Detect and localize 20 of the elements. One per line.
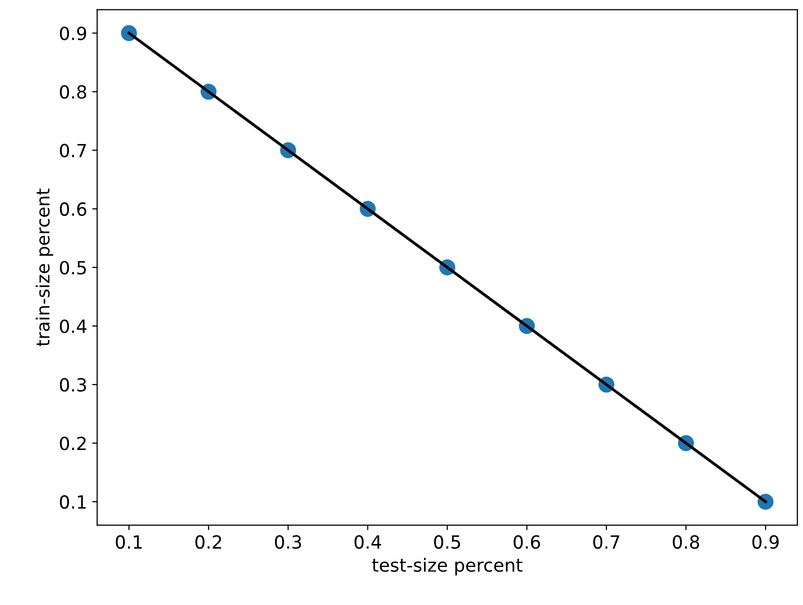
y-tick-label: 0.7 (60, 144, 86, 158)
x-tick-label: 0.4 (354, 535, 382, 549)
x-tick-label: 0.9 (752, 535, 779, 549)
y-tick-label: 0.1 (60, 495, 86, 509)
y-tick-label: 0.3 (60, 378, 86, 392)
x-axis-title: test-size percent (372, 558, 522, 576)
x-tick-label: 0.7 (593, 535, 620, 549)
y-axis-title: train-size percent (36, 188, 54, 346)
x-tick-label: 0.8 (672, 535, 700, 549)
x-tick-label: 0.2 (195, 535, 222, 549)
y-tick-label: 0.2 (60, 436, 86, 450)
x-tick-label: 0.1 (116, 535, 142, 549)
x-tick-label: 0.3 (274, 535, 302, 549)
x-tick-label: 0.6 (514, 535, 540, 549)
y-tick-label: 0.6 (60, 202, 86, 216)
y-tick-label: 0.4 (60, 319, 86, 334)
y-tick-label: 0.9 (60, 26, 86, 40)
y-tick-label: 0.8 (60, 85, 86, 99)
y-tick-label: 0.5 (60, 260, 86, 275)
x-tick-label: 0.5 (434, 535, 460, 549)
